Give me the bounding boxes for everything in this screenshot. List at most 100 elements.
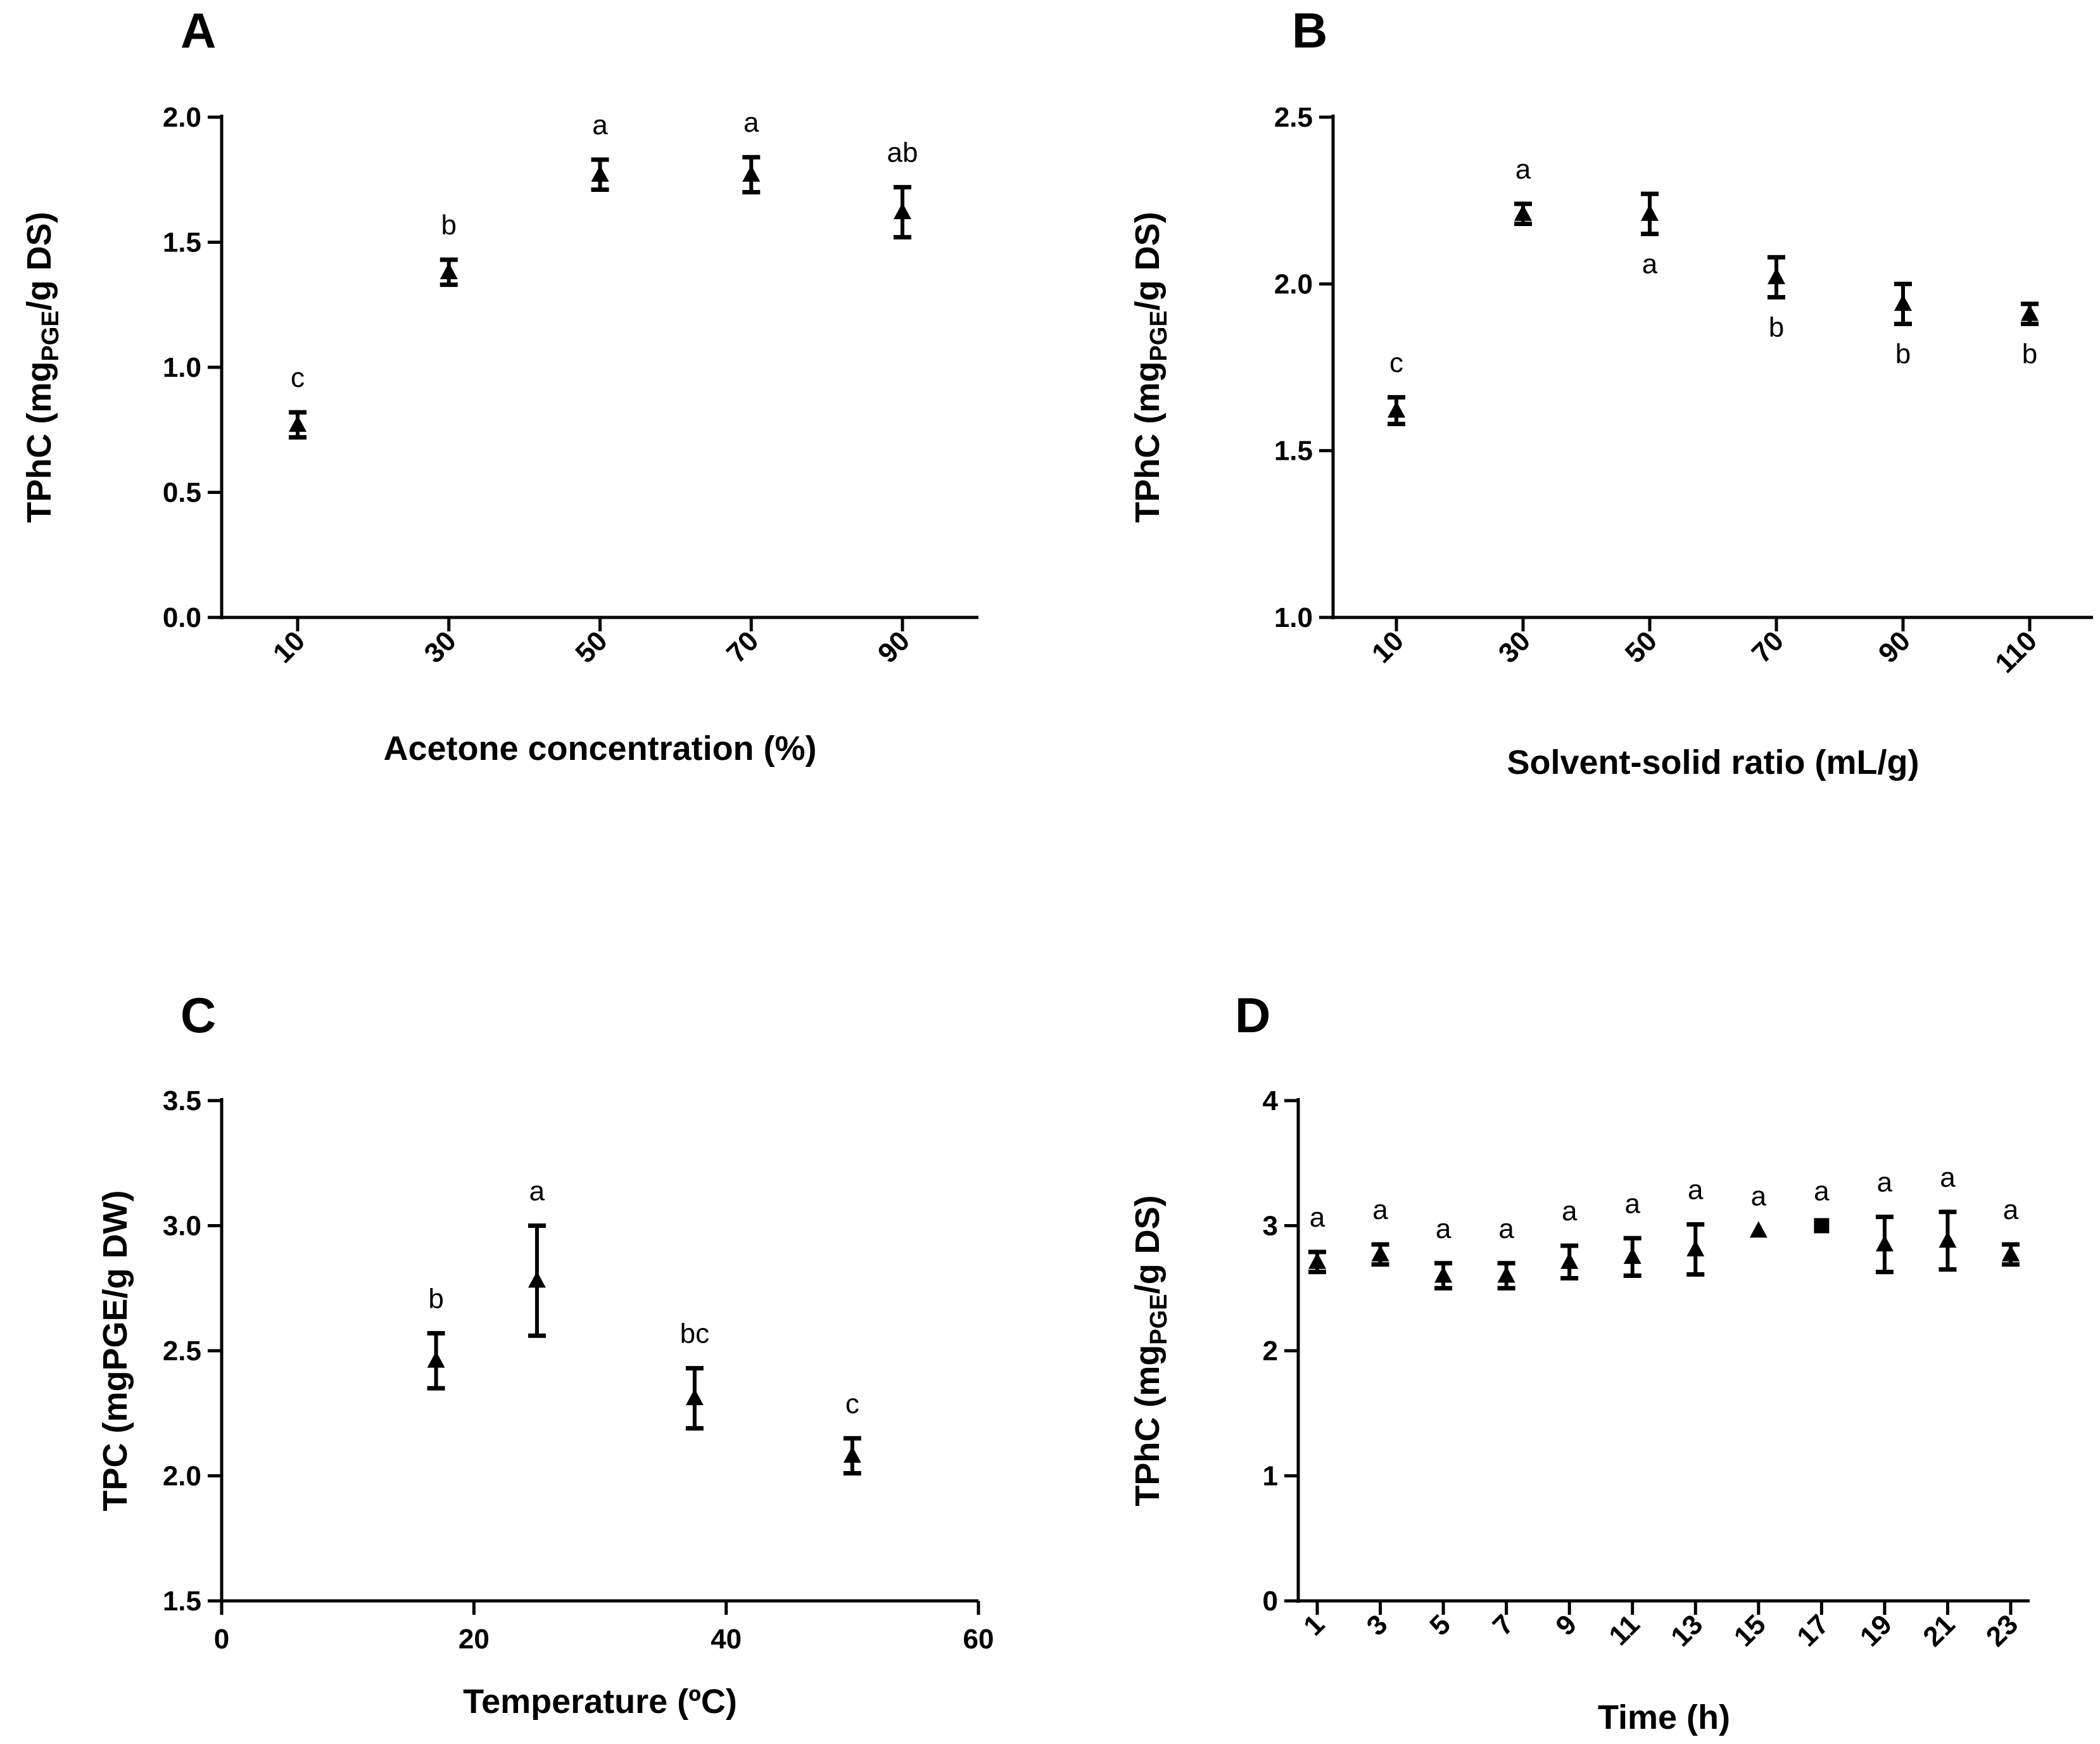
x-axis-title: Time (h) (1598, 1698, 1730, 1736)
y-tick-label: 3.5 (163, 1085, 201, 1116)
data-point-triangle (440, 262, 458, 279)
y-tick-label: 1.5 (163, 227, 201, 258)
data-point-triangle (1388, 401, 1405, 418)
data-point-triangle (1749, 1221, 1768, 1238)
data-point-triangle (1514, 204, 1532, 221)
significance-letter: a (529, 1176, 545, 1207)
data-point-triangle (1768, 267, 1785, 284)
x-tick-label: 23 (1980, 1608, 2024, 1652)
significance-letter: a (1751, 1180, 1767, 1211)
data-point-triangle (742, 165, 761, 182)
x-tick-label: 19 (1854, 1608, 1898, 1652)
x-tick-label: 3 (1361, 1608, 1394, 1641)
significance-letter: a (1372, 1194, 1388, 1225)
data-point-triangle (1308, 1252, 1326, 1269)
y-tick-label: 0 (1263, 1586, 1278, 1617)
significance-letter: b (441, 210, 457, 241)
x-tick-label: 10 (267, 625, 311, 669)
x-tick-label: 11 (1603, 1608, 1646, 1652)
x-tick-label: 60 (963, 1624, 994, 1655)
x-tick-label: 13 (1665, 1608, 1709, 1652)
significance-letter: a (1515, 154, 1531, 185)
panel-label: D (1235, 987, 1270, 1043)
data-point-triangle (1434, 1266, 1453, 1283)
significance-letter: a (1498, 1213, 1514, 1244)
x-tick-label: 0 (214, 1624, 229, 1655)
significance-letter: c (291, 362, 305, 393)
panel-label: B (1292, 3, 1327, 58)
x-axis-title: Solvent-solid ratio (mL/g) (1507, 743, 1919, 781)
x-tick-label: 21 (1917, 1608, 1961, 1652)
data-point-triangle (685, 1389, 704, 1406)
significance-letter: c (1389, 347, 1403, 378)
y-tick-label: 2.5 (1274, 102, 1313, 133)
significance-letter: a (1814, 1176, 1830, 1207)
significance-letter: a (1310, 1202, 1325, 1233)
chart-panel-c: C 1.5 2.0 2.5 3.0 3.5 0 20 40 60 Temperature (ºC) T… (96, 987, 994, 1721)
x-tick-label: 5 (1424, 1608, 1457, 1641)
x-tick-label: 17 (1791, 1608, 1835, 1652)
panel-label: C (180, 987, 216, 1043)
data-point-triangle (1497, 1266, 1515, 1283)
y-tick-label: 4 (1263, 1085, 1279, 1116)
x-tick-label: 40 (711, 1624, 742, 1655)
significance-letter: b (1895, 339, 1911, 370)
significance-letter: a (1940, 1162, 1956, 1193)
data-point-triangle (894, 203, 911, 220)
data-point-square (1814, 1218, 1830, 1234)
y-tick-label: 1.0 (163, 352, 201, 383)
x-tick-label: 70 (1746, 625, 1790, 669)
y-tick-label: 2.5 (163, 1336, 201, 1367)
y-tick-label: 2 (1263, 1336, 1278, 1367)
x-tick-label: 30 (1493, 625, 1536, 669)
x-tick-label: 9 (1550, 1608, 1583, 1641)
data-point-triangle (289, 415, 307, 432)
y-axis-title: TPhC (mgPGE/g DS) (20, 212, 64, 522)
significance-letter: a (592, 110, 608, 141)
significance-letter: a (743, 107, 759, 138)
significance-letter: bc (680, 1318, 709, 1349)
significance-letter: a (1436, 1213, 1452, 1244)
y-tick-label: 3.0 (163, 1211, 201, 1242)
x-tick-label: 7 (1487, 1608, 1520, 1641)
significance-letter: a (1688, 1175, 1704, 1206)
chart-panel-b: B 1.0 1.5 2.0 2.5 10 30 50 70 90 110 Solvent-solid … (1129, 3, 2093, 781)
y-tick-label: 0.0 (163, 602, 201, 633)
x-tick-label: 20 (459, 1624, 490, 1655)
x-tick-label: 15 (1728, 1608, 1772, 1652)
x-tick-label: 10 (1366, 625, 1410, 669)
data-point-triangle (1686, 1240, 1705, 1257)
data-point-triangle (1939, 1231, 1957, 1248)
significance-letter: a (1562, 1196, 1578, 1227)
data-point-triangle (1641, 204, 1659, 221)
y-axis-title: TPhC (mgPGE/g DS) (1129, 212, 1172, 522)
y-tick-label: 2.0 (163, 102, 201, 133)
panel-label: A (180, 3, 216, 58)
y-tick-label: 2.0 (163, 1461, 201, 1492)
x-tick-label: 70 (721, 625, 764, 669)
data-point-triangle (2002, 1244, 2020, 1261)
significance-letter: b (2022, 339, 2037, 370)
x-axis-title: Temperature (ºC) (463, 1683, 737, 1721)
data-point-triangle (591, 165, 609, 182)
x-tick-label: 90 (872, 625, 916, 669)
significance-letter: b (428, 1283, 443, 1314)
data-point-triangle (427, 1351, 445, 1368)
y-tick-label: 1.0 (1274, 602, 1313, 633)
data-point-triangle (1371, 1244, 1389, 1261)
significance-letter: a (1877, 1167, 1893, 1198)
significance-letter: a (1642, 248, 1658, 279)
data-point-triangle (843, 1446, 861, 1463)
data-point-triangle (1560, 1252, 1579, 1269)
x-tick-label: 50 (1619, 625, 1663, 669)
x-tick-label: 1 (1298, 1608, 1331, 1641)
y-tick-label: 1.5 (1274, 436, 1313, 467)
data-point-triangle (1875, 1235, 1894, 1252)
x-axis-title: Acetone concentration (%) (383, 730, 816, 768)
y-tick-label: 0.5 (163, 477, 201, 509)
y-tick-label: 3 (1263, 1211, 1278, 1242)
significance-letter: a (2003, 1194, 2019, 1225)
data-point-triangle (1623, 1247, 1641, 1264)
